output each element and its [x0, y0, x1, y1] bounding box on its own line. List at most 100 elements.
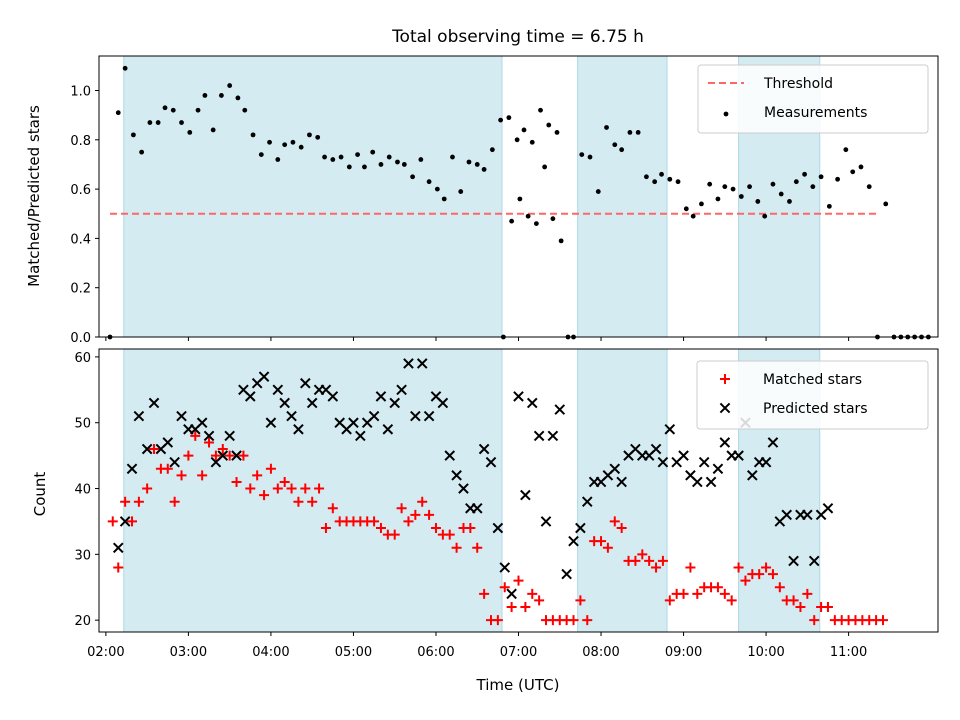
top-point-6 [147, 120, 153, 125]
top-point-79 [667, 176, 673, 182]
bottom-predicted-point-88 [712, 463, 724, 475]
top-point-33 [362, 164, 367, 170]
top-point-4 [130, 132, 136, 138]
top-point-26 [307, 132, 312, 138]
bottom-predicted-point-55 [485, 456, 497, 468]
bottom-matched-point-3 [120, 496, 131, 507]
bottom-x-tick-label-2: 03:00 [170, 645, 207, 660]
bottom-matched-point-47 [424, 509, 435, 520]
top-point-39 [410, 174, 415, 180]
bottom-predicted-point-32 [327, 391, 339, 402]
bottom-matched-point-18 [224, 450, 235, 461]
top-point-46 [466, 159, 472, 165]
top-point-103 [858, 164, 864, 170]
bottom-predicted-point-54 [478, 443, 490, 455]
bottom-matched-point-13 [190, 430, 201, 441]
top-point-37 [395, 159, 400, 165]
top-point-101 [843, 147, 849, 153]
bottom-predicted-point-57 [499, 562, 511, 573]
top-point-40 [418, 157, 424, 162]
bottom-matched-point-93 [740, 575, 751, 586]
bottom-predicted-point-68 [575, 522, 586, 534]
bottom-series-2 [112, 358, 834, 600]
top-legend: Threshold Measurements [697, 64, 929, 134]
top-point-49 [489, 147, 495, 153]
top-point-12 [195, 107, 201, 113]
bottom-x-tick-label-6: 07:00 [500, 645, 537, 660]
top-point-68 [579, 152, 585, 157]
bottom-matched-point-43 [396, 503, 407, 514]
bottom-predicted-point-20 [244, 391, 256, 402]
bottom-predicted-point-23 [265, 417, 277, 429]
bottom-matched-point-7 [149, 444, 160, 455]
bottom-legend-box [696, 360, 929, 430]
top-legend-label-2: Measurements [764, 105, 867, 121]
bottom-y-tick-label-4: 50 [74, 417, 91, 432]
bottom-predicted-point-56 [492, 522, 504, 534]
bottom-matched-point-15 [204, 437, 215, 448]
bottom-matched-point-96 [761, 562, 772, 573]
bottom-matched-point-16 [210, 450, 221, 461]
top-point-7 [155, 120, 161, 125]
bottom-predicted-point-85 [691, 476, 703, 488]
x-axis-label: Time (UTC) [476, 676, 560, 694]
bottom-predicted-point-66 [561, 568, 572, 580]
bottom-matched-point-27 [286, 483, 297, 494]
top-point-84 [707, 181, 713, 187]
bottom-y-tick-label-1: 20 [74, 614, 91, 629]
bottom-predicted-point-74 [616, 476, 627, 488]
bottom-x-tick-label-1: 02:00 [87, 645, 124, 660]
top-point-5 [139, 149, 145, 155]
top-point-53 [521, 127, 527, 133]
bottom-matched-point-113 [877, 615, 888, 626]
bottom-predicted-point-42 [396, 384, 407, 396]
bottom-matched-point-17 [217, 444, 228, 455]
bottom-matched-point-91 [726, 595, 737, 606]
bottom-x-tick-label-4: 05:00 [335, 645, 372, 660]
bottom-predicted-point-3 [126, 463, 138, 475]
top-point-14 [210, 127, 216, 133]
top-point-29 [330, 157, 336, 162]
bottom-legend: Matched stars Predicted stars [696, 360, 929, 430]
bottom-predicted-point-44 [410, 410, 421, 422]
bottom-matched-point-5 [133, 496, 144, 507]
bottom-matched-point-46 [417, 496, 428, 507]
bottom-predicted-point-17 [224, 430, 235, 442]
bottom-matched-point-33 [327, 503, 338, 514]
bottom-matched-point-30 [307, 496, 318, 507]
bottom-predicted-point-65 [554, 404, 566, 415]
bottom-predicted-point-36 [355, 430, 366, 442]
bottom-matched-point-82 [664, 595, 675, 606]
bottom-matched-point-28 [293, 496, 304, 507]
top-point-64 [550, 216, 556, 222]
top-y-axis-label: Matched/Predicted stars [25, 105, 43, 287]
bottom-predicted-point-62 [533, 430, 545, 442]
top-point-10 [179, 120, 184, 125]
top-point-57 [554, 130, 560, 135]
bottom-matched-point-73 [602, 542, 613, 553]
top-point-91 [762, 213, 768, 219]
top-point-106 [883, 201, 889, 207]
top-point-85 [715, 196, 721, 202]
top-point-97 [810, 184, 816, 190]
top-legend-marker-2 [723, 111, 729, 117]
top-point-45 [458, 189, 464, 194]
bottom-matched-point-105 [822, 601, 833, 612]
bottom-matched-point-59 [506, 601, 517, 612]
bottom-legend-marker-2 [719, 402, 731, 414]
top-point-61 [525, 213, 531, 219]
top-point-93 [778, 191, 784, 197]
bottom-predicted-point-104 [822, 502, 834, 514]
top-point-54 [529, 139, 535, 145]
top-y-tick-label-6: 1.0 [70, 85, 91, 100]
top-y-tick-label-3: 0.4 [70, 232, 91, 247]
bottom-predicted-point-48 [437, 397, 449, 409]
bottom-predicted-point-10 [176, 410, 187, 422]
bottom-predicted-point-46 [423, 410, 435, 422]
top-point-42 [434, 186, 440, 192]
bottom-series-1 [107, 430, 888, 626]
top-point-28 [322, 154, 327, 160]
bottom-matched-point-90 [719, 588, 730, 599]
bottom-matched-point-84 [678, 588, 689, 599]
bottom-predicted-point-63 [540, 516, 552, 527]
